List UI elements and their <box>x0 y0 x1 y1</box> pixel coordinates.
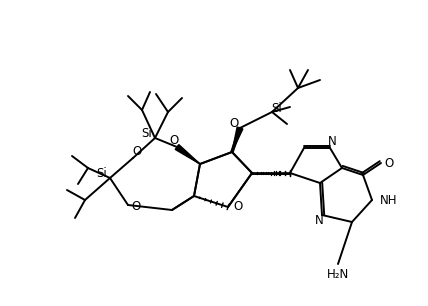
Text: Si: Si <box>142 126 152 140</box>
Text: O: O <box>131 200 141 214</box>
Polygon shape <box>232 127 243 152</box>
Polygon shape <box>175 145 200 164</box>
Text: Si: Si <box>272 102 282 114</box>
Text: NH: NH <box>380 193 398 207</box>
Text: Si: Si <box>97 166 107 180</box>
Text: O: O <box>233 200 243 214</box>
Text: O: O <box>384 156 394 170</box>
Text: N: N <box>315 215 324 227</box>
Text: N: N <box>327 135 336 147</box>
Text: H₂N: H₂N <box>327 267 349 281</box>
Text: O: O <box>229 117 239 129</box>
Text: O: O <box>132 144 142 158</box>
Text: O: O <box>169 133 178 147</box>
